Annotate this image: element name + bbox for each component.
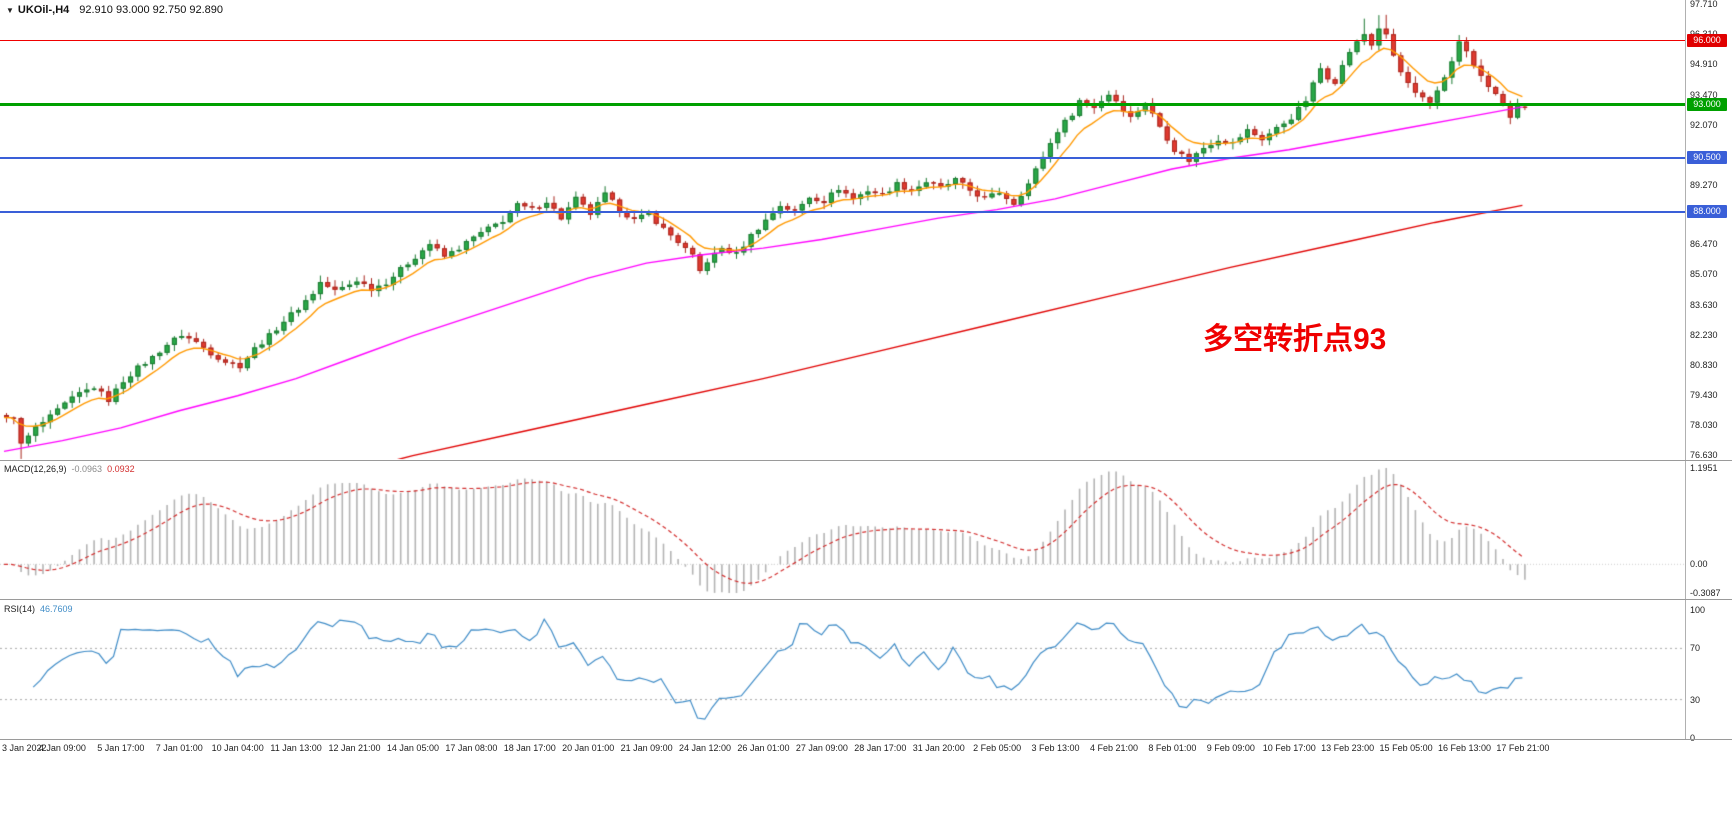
time-axis-label: 3 Feb 13:00 xyxy=(1031,743,1080,753)
time-axis-label: 21 Jan 09:00 xyxy=(620,743,673,753)
rsi-axis-label: 70 xyxy=(1690,643,1701,654)
time-axis-label: 27 Jan 09:00 xyxy=(795,743,848,753)
price-tick-label: 82.230 xyxy=(1690,330,1718,341)
time-axis-border xyxy=(0,739,1732,740)
price-tick-label: 97.710 xyxy=(1690,0,1718,9)
time-axis-label: 10 Feb 17:00 xyxy=(1262,743,1316,753)
price-level-line[interactable] xyxy=(0,40,1685,42)
price-tick-label: 78.030 xyxy=(1690,420,1718,431)
macd-main-value: -0.0963 xyxy=(71,464,103,474)
price-badge: 90.500 xyxy=(1687,151,1727,165)
price-level-line[interactable] xyxy=(0,157,1685,160)
time-axis-label: 10 Jan 04:00 xyxy=(211,743,264,753)
rsi-axis-label: 0 xyxy=(1690,733,1696,743)
rsi-value: 46.7609 xyxy=(40,604,73,614)
macd-label-row: MACD(12,26,9) -0.0963 0.0932 xyxy=(4,464,140,474)
time-axis-label: 16 Feb 13:00 xyxy=(1437,743,1492,753)
time-axis-label: 4 Jan 09:00 xyxy=(38,743,86,753)
price-tick-label: 79.430 xyxy=(1690,390,1718,401)
price-level-line[interactable] xyxy=(0,210,1685,213)
rsi-axis-label: 100 xyxy=(1690,605,1706,615)
rsi-name: RSI(14) xyxy=(4,604,36,614)
time-axis-label: 11 Jan 13:00 xyxy=(270,743,322,753)
time-axis-label: 17 Feb 21:00 xyxy=(1496,743,1550,753)
rsi-axis-label: 30 xyxy=(1690,694,1701,705)
chart-header: ▼ UKOil-,H4 92.910 93.000 92.750 92.890 xyxy=(6,4,223,16)
time-axis-label: 14 Jan 05:00 xyxy=(386,743,439,753)
rsi-label-row: RSI(14) 46.7609 xyxy=(4,604,78,614)
time-axis-label: 24 Jan 12:00 xyxy=(679,743,732,753)
price-tick-label: 89.270 xyxy=(1690,179,1718,190)
chart-collapse-icon[interactable]: ▼ xyxy=(6,6,14,15)
price-tick-label: 93.470 xyxy=(1690,89,1718,100)
macd-axis-label: 1.1951 xyxy=(1690,463,1718,473)
price-tick-label: 76.630 xyxy=(1690,450,1718,460)
time-axis-label: 26 Jan 01:00 xyxy=(737,743,790,753)
price-tick-label: 80.830 xyxy=(1690,360,1718,371)
time-axis-label: 12 Jan 21:00 xyxy=(328,743,381,753)
ohlc-readout: 92.910 93.000 92.750 92.890 xyxy=(79,4,224,16)
panel-divider-rsi[interactable] xyxy=(0,599,1732,600)
price-tick-label: 83.630 xyxy=(1690,300,1718,311)
time-axis-label: 7 Jan 01:00 xyxy=(155,743,203,753)
time-axis-label: 17 Jan 08:00 xyxy=(445,743,498,753)
price-tick-label: 86.470 xyxy=(1690,239,1718,250)
time-axis-label: 8 Feb 01:00 xyxy=(1148,743,1197,753)
time-axis-label: 4 Feb 21:00 xyxy=(1089,743,1138,753)
time-axis-label: 3 Jan 2022 xyxy=(2,743,47,753)
price-tick-label: 92.070 xyxy=(1690,119,1718,130)
panel-divider-macd[interactable] xyxy=(0,460,1732,461)
macd-name: MACD(12,26,9) xyxy=(4,464,67,474)
price-badge: 93.000 xyxy=(1687,97,1727,111)
price-badge: 88.000 xyxy=(1687,204,1727,218)
time-axis-label: 31 Jan 20:00 xyxy=(912,743,965,753)
annotation-text[interactable]: 多空转折点93 xyxy=(1203,323,1387,356)
price-tick-label: 94.910 xyxy=(1690,58,1718,69)
time-axis-label: 18 Jan 17:00 xyxy=(503,743,556,753)
price-level-line[interactable] xyxy=(0,103,1685,107)
price-tick-label: 85.070 xyxy=(1690,269,1718,280)
chart-symbol-title: UKOil-,H4 xyxy=(17,4,70,16)
macd-axis-label: 0.00 xyxy=(1690,559,1708,570)
axis-separator xyxy=(1685,0,1686,739)
macd-axis-label: -0.3087 xyxy=(1690,588,1721,598)
time-axis-label: 15 Feb 05:00 xyxy=(1379,743,1433,753)
time-axis-label: 28 Jan 17:00 xyxy=(854,743,907,753)
time-axis-label: 20 Jan 01:00 xyxy=(562,743,615,753)
time-axis-label: 2 Feb 05:00 xyxy=(973,743,1022,753)
price-badge: 96.000 xyxy=(1687,33,1727,47)
time-axis-label: 13 Feb 23:00 xyxy=(1321,743,1375,753)
time-axis-label: 5 Jan 17:00 xyxy=(97,743,145,753)
macd-signal-value: 0.0932 xyxy=(107,464,135,474)
time-axis-label: 9 Feb 09:00 xyxy=(1206,743,1255,753)
